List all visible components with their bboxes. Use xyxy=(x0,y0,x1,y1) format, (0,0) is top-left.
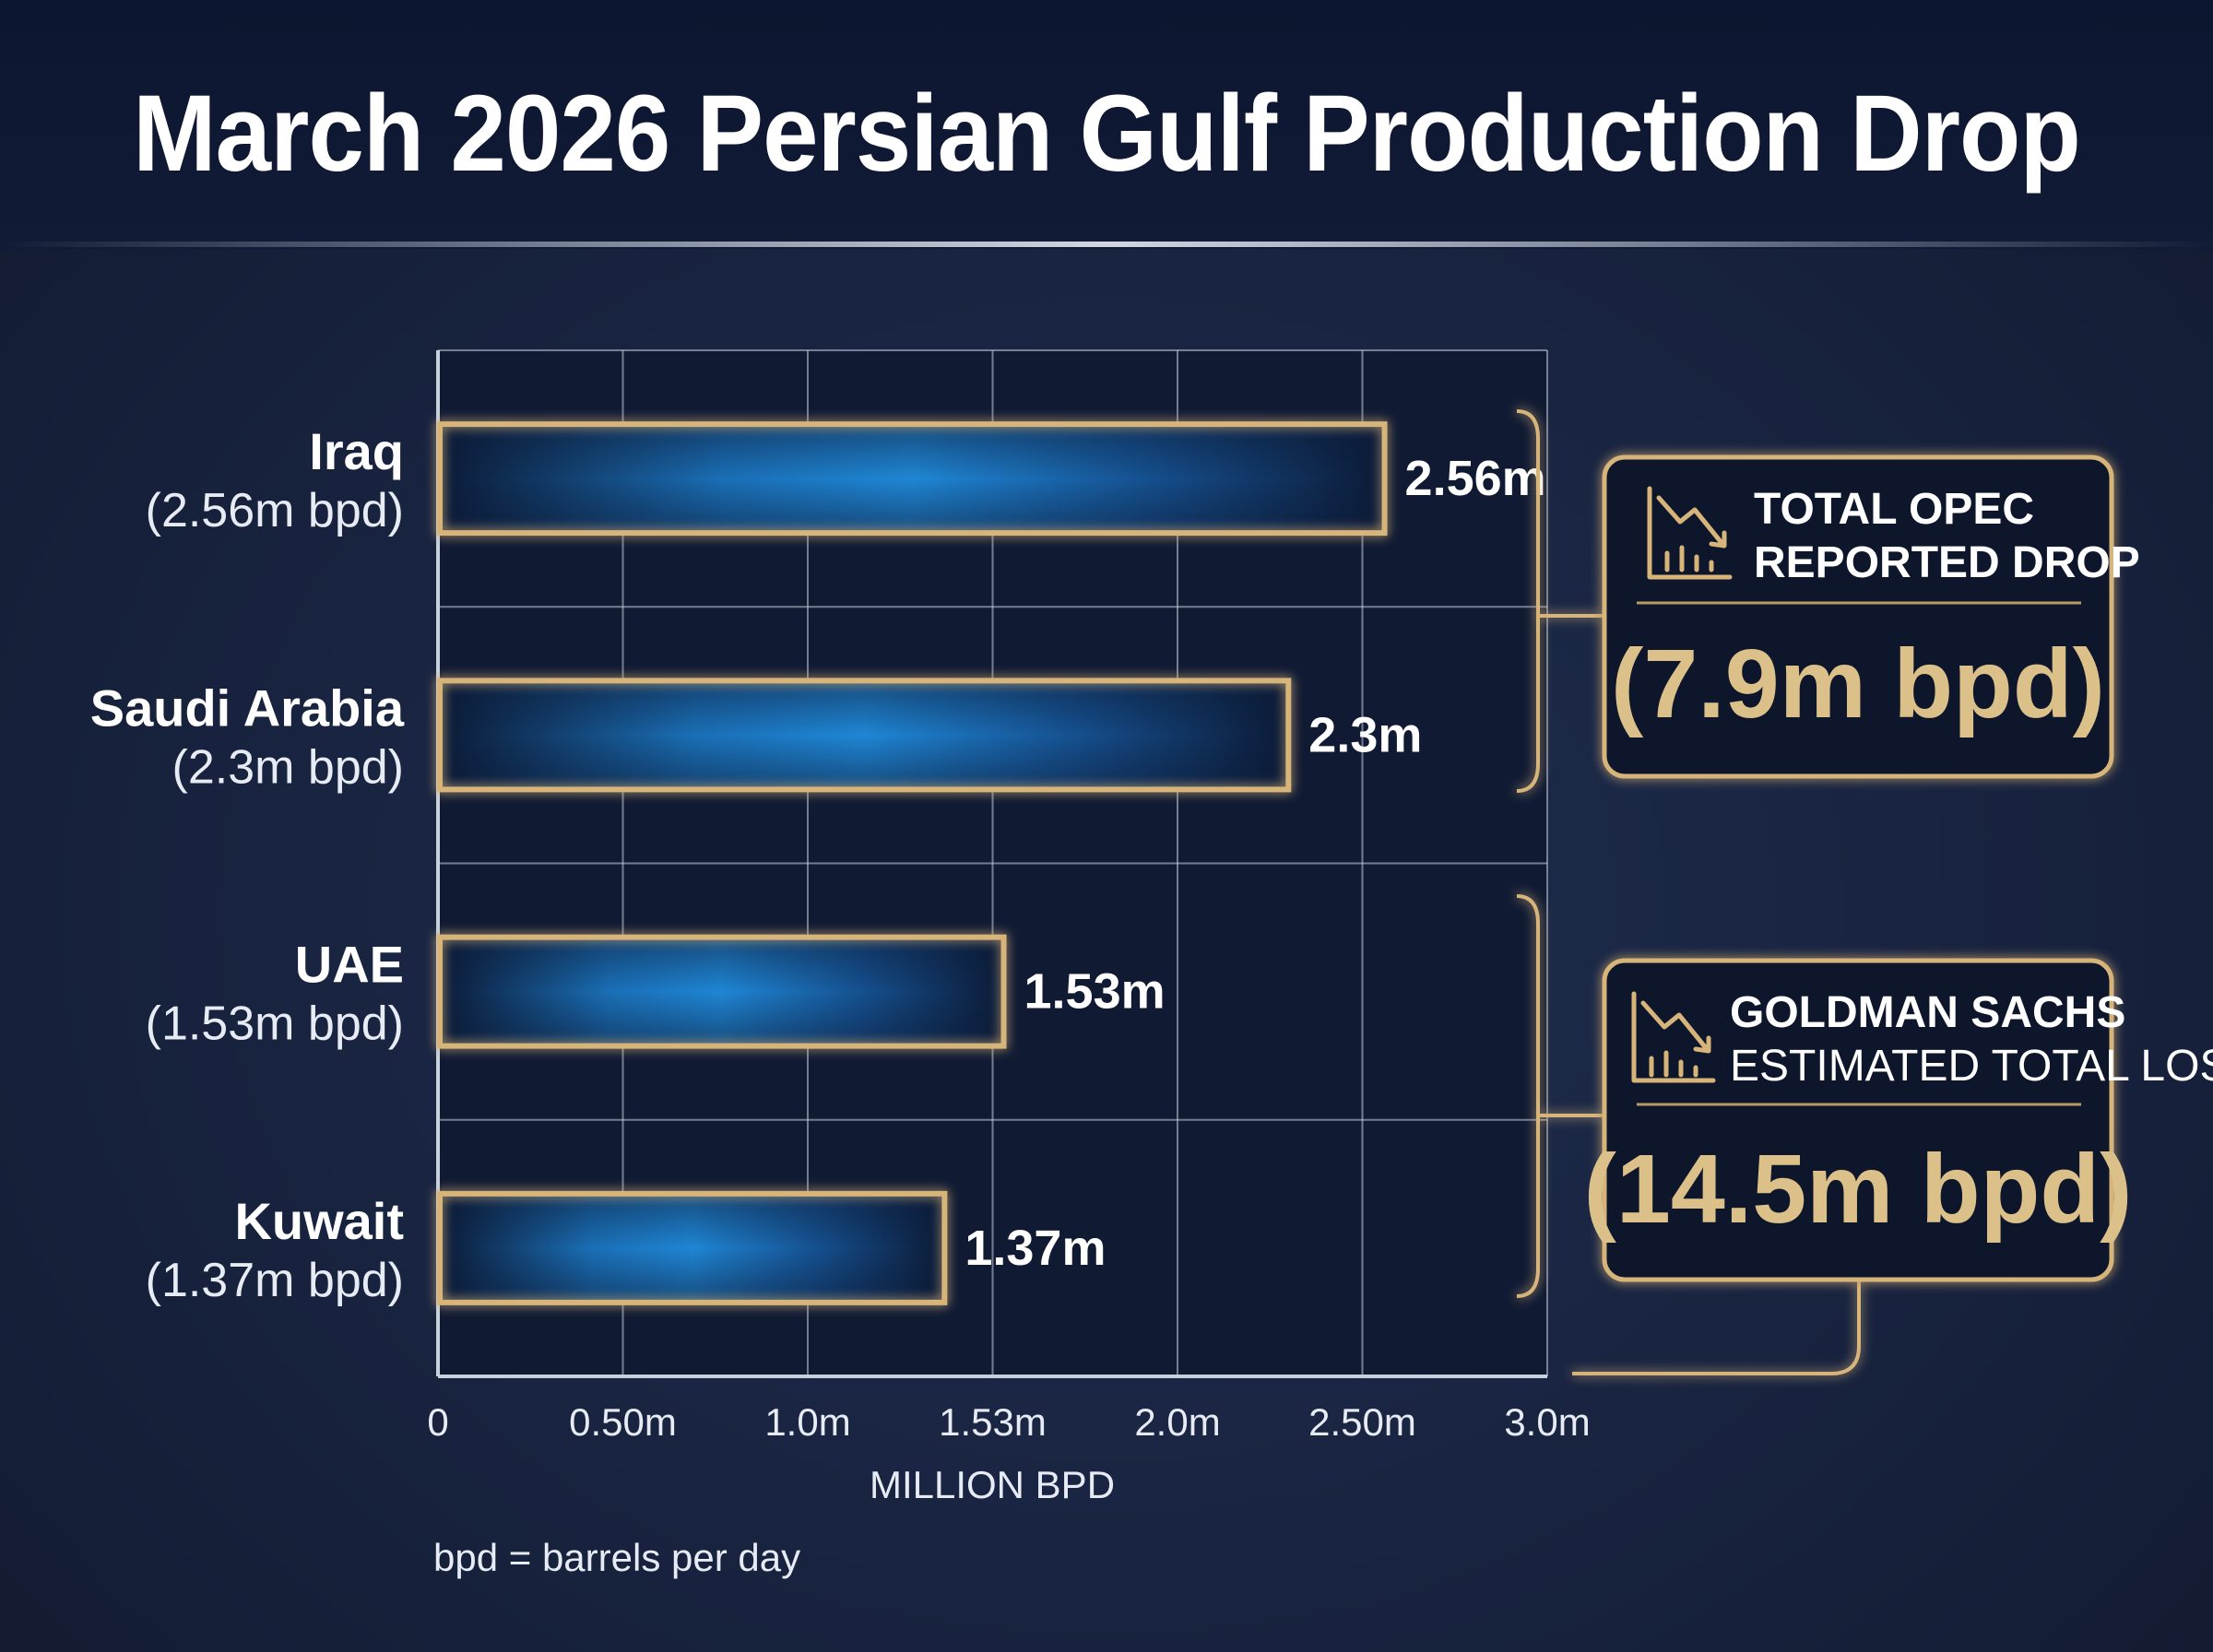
trend-down-chart-icon xyxy=(1631,991,1716,1083)
bar-outline xyxy=(437,934,1007,1049)
goldman-heading-line1: GOLDMAN SACHS xyxy=(1730,988,2125,1037)
x-tick-label: 2.0m xyxy=(1134,1400,1220,1444)
bar-shade xyxy=(440,937,1004,1046)
x-axis-title: MILLION BPD xyxy=(870,1463,1115,1506)
x-tick-labels: 0 0.50m 1.0m 1.53m 2.0m 2.50m 3.0m xyxy=(427,1400,1590,1444)
x-tick-label: 1.0m xyxy=(764,1400,850,1444)
bar-shade xyxy=(440,1193,945,1303)
header-band xyxy=(0,0,2213,249)
opec-heading-line2: REPORTED DROP xyxy=(1754,538,2140,587)
bar-outline xyxy=(437,1190,948,1305)
bar-outline xyxy=(437,421,1388,537)
category-value: (1.37m bpd) xyxy=(146,1254,404,1307)
trend-down-chart-icon xyxy=(1647,486,1733,580)
x-tick-label: 0.50m xyxy=(569,1400,677,1444)
category-name: Iraq xyxy=(309,422,404,480)
bar-value-label: 2.56m xyxy=(1405,451,1546,506)
category-value: (2.3m bpd) xyxy=(172,740,404,794)
x-tick-label: 0 xyxy=(427,1400,448,1444)
bar-value-label: 2.3m xyxy=(1308,707,1422,762)
x-tick-label: 2.50m xyxy=(1308,1400,1416,1444)
opec-drop-box: TOTAL OPEC REPORTED DROP (7.9m bpd) xyxy=(1602,454,2140,779)
x-tick-label: 1.53m xyxy=(939,1400,1047,1444)
bar-shade xyxy=(440,680,1289,790)
category-labels: Iraq(2.56m bpd) Saudi Arabia(2.3m bpd) UAE… xyxy=(90,422,405,1307)
category-value: (1.53m bpd) xyxy=(146,997,404,1051)
bar-value-label: 1.53m xyxy=(1024,964,1166,1020)
x-tick-label: 3.0m xyxy=(1504,1400,1590,1444)
chart-title: March 2026 Persian Gulf Production Drop xyxy=(133,73,2081,195)
bar-outline xyxy=(437,678,1292,793)
category-name: UAE xyxy=(295,936,404,994)
bar-value-label: 1.37m xyxy=(964,1221,1106,1276)
goldman-heading-line2: ESTIMATED TOTAL LOSS xyxy=(1730,1042,2213,1091)
opec-value: (7.9m bpd) xyxy=(1611,630,2105,738)
goldman-value: (14.5m bpd) xyxy=(1584,1135,2133,1244)
opec-heading-line1: TOTAL OPEC xyxy=(1754,485,2034,534)
category-name: Kuwait xyxy=(234,1192,404,1250)
goldman-loss-box: GOLDMAN SACHS ESTIMATED TOTAL LOSS (14.5… xyxy=(1584,958,2213,1282)
bracket-group-1 xyxy=(1516,409,1603,793)
header-divider xyxy=(0,242,2213,247)
bars: 2.56m 2.3m 1.53m 1.37m xyxy=(437,421,1546,1305)
bracket-group-2 xyxy=(1516,894,1861,1375)
category-value: (2.56m bpd) xyxy=(146,484,404,537)
footnote: bpd = barrels per day xyxy=(433,1536,800,1579)
category-name: Saudi Arabia xyxy=(90,678,405,737)
bar-shade xyxy=(440,424,1385,534)
